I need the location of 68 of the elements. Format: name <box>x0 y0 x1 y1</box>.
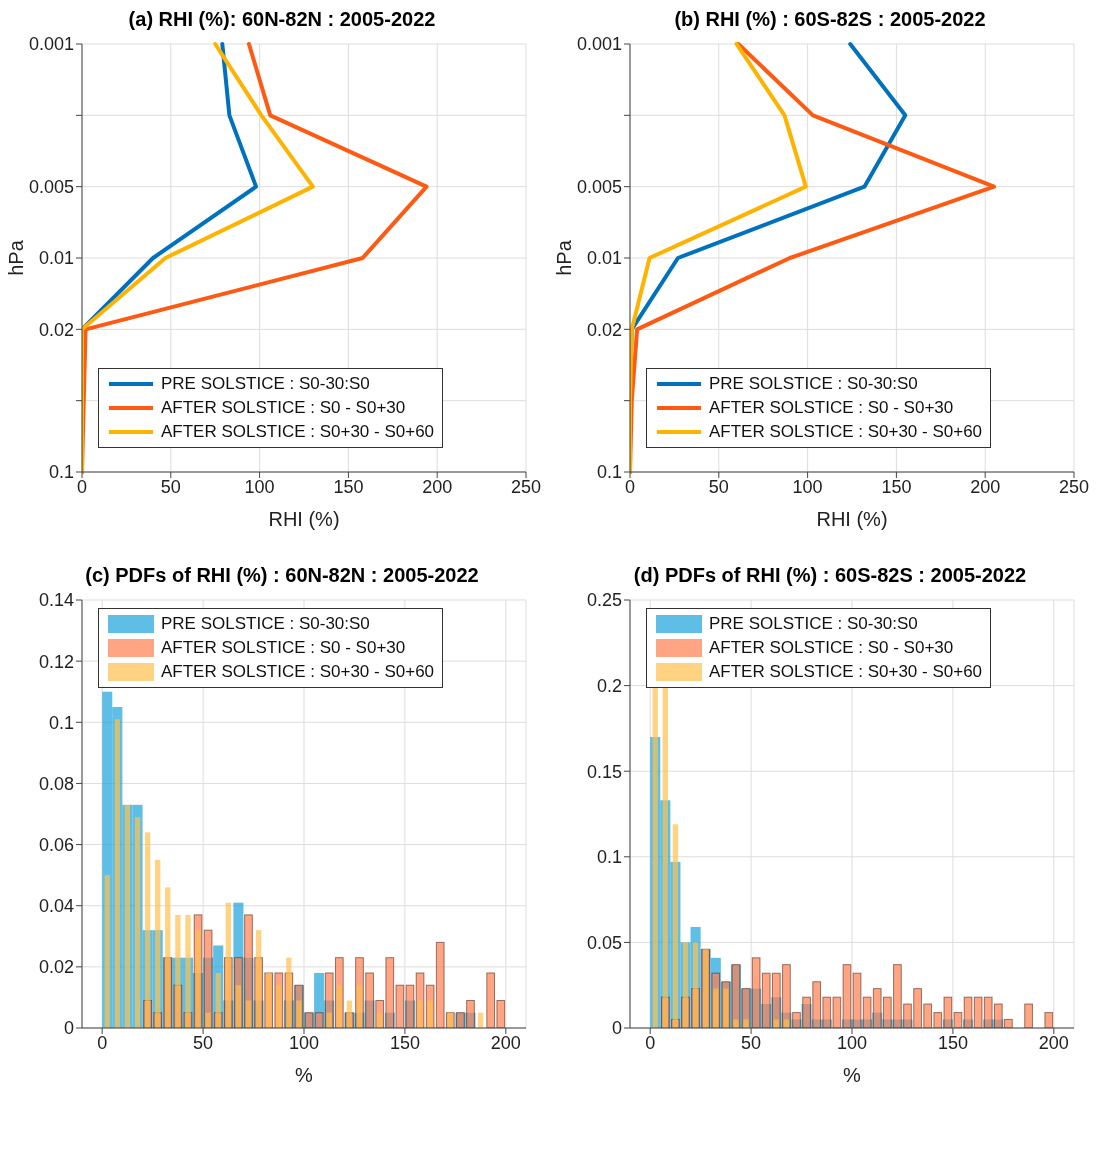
x-tick-label: 0 <box>97 1032 108 1053</box>
y-tick-label: 0.1 <box>596 462 622 483</box>
x-tick-label: 150 <box>389 1032 420 1053</box>
y-tick-label: 0.25 <box>586 590 622 611</box>
legend-label: AFTER SOLSTICE : S0 - S0+30 <box>709 397 954 419</box>
y-tick-label: 0.02 <box>586 319 622 340</box>
x-tick-label: 250 <box>1058 476 1090 497</box>
x-tick-label: 0 <box>76 476 88 497</box>
legend-label: AFTER SOLSTICE : S0 - S0+30 <box>161 397 406 419</box>
y-tick-label: 0.001 <box>576 34 622 55</box>
legend-label: PRE SOLSTICE : S0-30:S0 <box>161 613 370 635</box>
chart-title: (c) PDFs of RHI (%) : 60N-82N : 2005-2022 <box>84 564 480 588</box>
x-axis-title: RHI (%) <box>816 508 888 530</box>
x-tick-label: 100 <box>244 476 275 497</box>
y-tick-label: 0.06 <box>38 834 74 855</box>
x-tick-label: 50 <box>160 476 181 497</box>
x-tick-label: 0 <box>645 1032 656 1053</box>
x-tick-label: 50 <box>708 476 729 497</box>
y-axis-title: hPa <box>5 239 28 276</box>
y-tick-label: 0.12 <box>38 651 74 672</box>
chart-title: (a) RHI (%): 60N-82N : 2005-2022 <box>127 8 437 32</box>
x-axis-title: % <box>843 1064 862 1086</box>
x-axis-title: RHI (%) <box>268 508 340 530</box>
x-tick-label: 200 <box>1038 1032 1069 1053</box>
legend-label: AFTER SOLSTICE : S0 - S0+30 <box>709 637 954 659</box>
legend-label: PRE SOLSTICE : S0-30:S0 <box>161 373 370 395</box>
y-axis-title: hPa <box>553 239 576 276</box>
legend-label: AFTER SOLSTICE : S0+30 - S0+60 <box>709 661 983 683</box>
y-tick-label: 0.001 <box>28 34 74 55</box>
x-tick-label: 50 <box>193 1032 214 1053</box>
x-tick-label: 200 <box>422 476 453 497</box>
y-tick-label: 0.02 <box>38 957 74 978</box>
x-tick-label: 100 <box>836 1032 868 1053</box>
y-tick-label: 0.1 <box>596 847 622 868</box>
x-tick-label: 150 <box>937 1032 968 1053</box>
x-tick-label: 100 <box>288 1032 320 1053</box>
chart-title: (b) RHI (%) : 60S-82S : 2005-2022 <box>673 8 987 32</box>
y-tick-label: 0.15 <box>586 761 622 782</box>
y-tick-label: 0.005 <box>576 177 622 198</box>
y-tick-label: 0.08 <box>38 773 74 794</box>
y-tick-label: 0.2 <box>596 675 622 696</box>
x-tick-label: 200 <box>490 1032 521 1053</box>
x-tick-label: 250 <box>510 476 542 497</box>
legend-label: PRE SOLSTICE : S0-30:S0 <box>709 613 918 635</box>
y-tick-label: 0.04 <box>38 896 74 917</box>
y-tick-label: 0 <box>63 1018 74 1039</box>
x-tick-label: 200 <box>970 476 1001 497</box>
y-tick-label: 0.005 <box>28 177 74 198</box>
y-tick-label: 0 <box>611 1018 622 1039</box>
x-tick-label: 150 <box>333 476 364 497</box>
legend-label: AFTER SOLSTICE : S0 - S0+30 <box>161 637 406 659</box>
y-tick-label: 0.02 <box>38 319 74 340</box>
legend-label: AFTER SOLSTICE : S0+30 - S0+60 <box>161 661 435 683</box>
y-tick-label: 0.01 <box>38 248 74 269</box>
x-tick-label: 100 <box>792 476 823 497</box>
chart-title: (d) PDFs of RHI (%) : 60S-82S : 2005-2022 <box>632 564 1028 588</box>
x-tick-label: 0 <box>624 476 636 497</box>
y-tick-label: 0.01 <box>586 248 622 269</box>
y-tick-label: 0.05 <box>586 932 622 953</box>
x-axis-title: % <box>295 1064 314 1086</box>
y-tick-label: 0.1 <box>48 462 74 483</box>
y-tick-label: 0.1 <box>48 712 74 733</box>
legend-label: AFTER SOLSTICE : S0+30 - S0+60 <box>709 421 983 443</box>
x-tick-label: 50 <box>741 1032 762 1053</box>
y-tick-label: 0.14 <box>38 590 74 611</box>
x-tick-label: 150 <box>881 476 912 497</box>
legend-label: PRE SOLSTICE : S0-30:S0 <box>709 373 918 395</box>
legend-label: AFTER SOLSTICE : S0+30 - S0+60 <box>161 421 435 443</box>
